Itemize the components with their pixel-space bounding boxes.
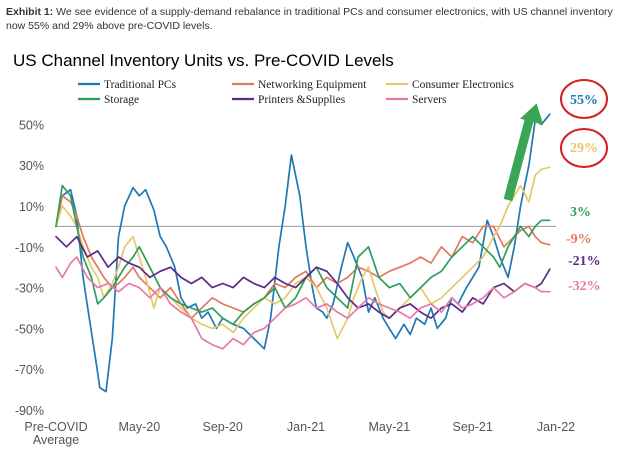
x-tick-label: Jan-21 — [287, 420, 325, 434]
series-line-networking-equipment — [55, 194, 551, 320]
series-line-servers — [55, 256, 551, 350]
exhibit-text: We see evidence of a supply-demand rebal… — [6, 6, 613, 32]
y-tick-label: -70% — [15, 363, 44, 377]
series-lines — [55, 113, 551, 393]
legend-label-consumer-electronics: Consumer Electronics — [412, 79, 514, 91]
legend-label-servers: Servers — [412, 94, 447, 106]
legend-label-storage: Storage — [104, 94, 139, 106]
exhibit-label: Exhibit 1: — [6, 6, 54, 18]
trend-arrow-shaft — [503, 115, 535, 202]
highlight-circle-consumer — [560, 128, 608, 168]
x-tick-label: May-21 — [368, 420, 410, 434]
highlight-circle-pcs — [560, 79, 608, 119]
x-tick-label: Sep-20 — [203, 420, 243, 434]
end-label-printers-supplies: -21% — [568, 254, 601, 269]
y-tick-label: -90% — [15, 404, 44, 418]
legend: Traditional PCs Networking Equipment Consu… — [78, 79, 514, 106]
end-label-traditional-pcs: 55% — [570, 93, 598, 108]
legend-label-traditional-pcs: Traditional PCs — [104, 79, 177, 91]
annotations — [503, 79, 608, 202]
end-label-storage: 3% — [570, 205, 591, 220]
series-line-traditional-pcs — [55, 113, 551, 393]
legend-label-printers-supplies: Printers &Supplies — [258, 94, 346, 106]
x-tick-label: Sep-21 — [453, 420, 493, 434]
x-tick-label: Jan-22 — [537, 420, 575, 434]
trend-arrow-head — [520, 103, 544, 125]
y-tick-label: -30% — [15, 282, 44, 296]
x-tick-label: Pre-COVID Average — [24, 420, 87, 447]
end-label-consumer-electronics: 29% — [570, 141, 598, 156]
y-tick-label: -50% — [15, 322, 44, 336]
series-line-printers-supplies — [55, 235, 551, 320]
end-label-servers: -32% — [568, 279, 601, 294]
series-line-storage — [55, 184, 551, 326]
chart-title: US Channel Inventory Units vs. Pre-COVID… — [13, 51, 394, 70]
y-axis: 50% 30% 10% -10% -30% -50% -70% -90% — [15, 118, 44, 418]
y-tick-label: 10% — [19, 200, 44, 214]
legend-label-networking-equipment: Networking Equipment — [258, 79, 367, 91]
y-tick-label: 50% — [19, 118, 44, 132]
series-line-consumer-electronics — [55, 166, 551, 340]
y-tick-label: -10% — [15, 241, 44, 255]
exhibit-caption: Exhibit 1: We see evidence of a supply-d… — [6, 5, 618, 33]
end-labels: 55% -9% 29% 3% -21% -32% — [566, 93, 601, 294]
y-tick-label: 30% — [19, 159, 44, 173]
end-label-networking-equipment: -9% — [566, 232, 592, 247]
x-tick-label: May-20 — [118, 420, 160, 434]
x-axis: Pre-COVID Average May-20 Sep-20 Jan-21 May-21… — [24, 420, 575, 447]
